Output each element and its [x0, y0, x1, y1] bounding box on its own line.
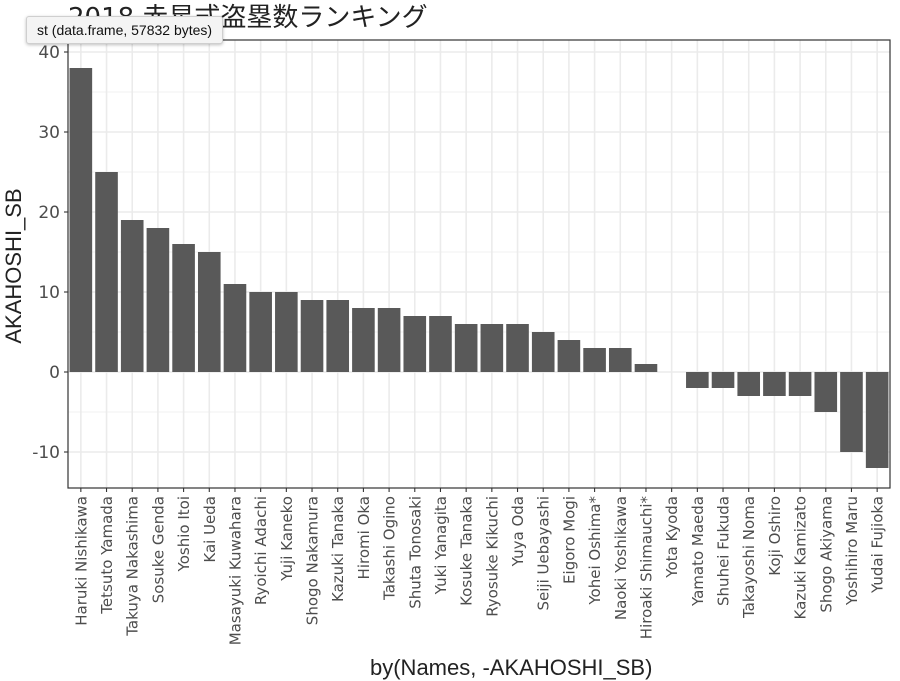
bar-2 [95, 172, 118, 372]
bar-13 [377, 308, 401, 372]
bar-5 [172, 244, 195, 372]
bar-17 [480, 324, 504, 372]
y-tick-label: 10 [38, 283, 60, 303]
bar-8 [249, 292, 272, 372]
x-tick-label: Sosuke Genda [149, 496, 167, 603]
x-tick-label: Kazuki Kamizato [792, 496, 810, 619]
x-axis-label: by(Names, -AKAHOSHI_SB) [370, 655, 653, 680]
x-tick-label: Shogo Nakamura [304, 496, 322, 625]
bar-11 [326, 300, 350, 372]
bar-10 [300, 300, 324, 372]
y-axis-label: AKAHOSHI_SB [1, 188, 26, 343]
x-tick-label: Yamato Maeda [689, 496, 707, 607]
x-tick-label: Shogo Akiyama [817, 496, 835, 613]
x-tick-label: Yuji Kaneko [278, 496, 296, 582]
bar-12 [352, 308, 375, 372]
bar-3 [120, 220, 144, 372]
x-tick-label: Hiroaki Shimauchi* [637, 496, 655, 640]
x-tick-label: Shuta Tonosaki [406, 496, 424, 609]
x-tick-label: Ryosuke Kikuchi [483, 496, 501, 617]
x-tick-label: Eigoro Mogi [560, 496, 578, 584]
y-tick-label: 0 [49, 363, 60, 383]
bar-23 [634, 364, 658, 372]
bar-32 [865, 372, 889, 468]
x-tick-label: Hiromi Oka [355, 496, 373, 579]
y-tick-label: 30 [38, 123, 60, 143]
x-tick-label: Masayuki Kuwahara [226, 496, 244, 645]
x-tick-label: Yuki Yanagita [432, 496, 450, 595]
bar-26 [711, 372, 735, 388]
bar-27 [737, 372, 761, 396]
y-tick-label: 40 [38, 43, 60, 63]
x-tick-label: Haruki Nishikawa [72, 496, 90, 626]
x-tick-label: Yuya Oda [509, 496, 527, 567]
bar-19 [531, 332, 555, 372]
bar-31 [840, 372, 863, 452]
x-tick-label: Takuya Nakashima [124, 496, 142, 637]
bar-1 [69, 68, 93, 372]
x-tick-label: Shuhei Fukuda [715, 496, 733, 606]
bar-25 [686, 372, 709, 388]
bar-15 [429, 316, 452, 372]
bar-22 [608, 348, 632, 372]
bar-30 [814, 372, 838, 412]
bar-16 [454, 324, 478, 372]
bar-14 [403, 316, 427, 372]
x-tick-label: Kazuki Tanaka [329, 496, 347, 602]
tooltip: st (data.frame, 57832 bytes) [26, 16, 224, 44]
y-tick-label: 20 [38, 203, 60, 223]
bar-28 [763, 372, 786, 396]
bar-18 [506, 324, 529, 372]
x-tick-label: Naoki Yoshikawa [612, 496, 630, 620]
x-tick-label: Kosuke Tanaka [458, 496, 476, 606]
bar-21 [583, 348, 606, 372]
x-tick-label: Kai Ueda [201, 496, 219, 563]
x-tick-label: Takayoshi Noma [740, 496, 758, 619]
x-tick-label: Yudai Fujioka [869, 496, 887, 594]
x-tick-label: Koji Oshiro [766, 496, 784, 576]
panel-border [67, 39, 891, 489]
bar-4 [146, 228, 170, 372]
y-tick-label: -10 [32, 443, 60, 463]
bar-9 [275, 292, 298, 372]
x-tick-label: Yoshio Itoi [175, 496, 193, 572]
x-tick-label: Tetsuto Yamada [98, 496, 116, 615]
x-tick-label: Yohei Oshima* [586, 496, 604, 606]
x-tick-label: Yota Kyoda [663, 496, 681, 579]
bar-6 [197, 252, 221, 372]
x-tick-label: Yoshihiro Maru [843, 496, 861, 606]
x-tick-label: Seiji Uebayashi [535, 496, 553, 611]
x-tick-label: Takashi Ogino [381, 496, 399, 601]
x-tick-label: Ryoichi Adachi [252, 496, 270, 605]
bars [69, 68, 889, 468]
bar-29 [788, 372, 812, 396]
bar-7 [223, 284, 247, 372]
bar-20 [557, 340, 581, 372]
